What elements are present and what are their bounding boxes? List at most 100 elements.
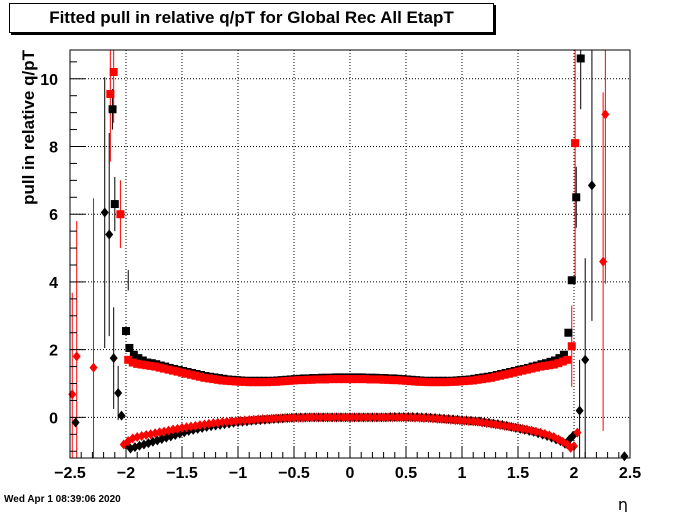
data-point-diamond	[587, 180, 596, 191]
data-point-diamond	[384, 412, 393, 423]
data-point-square	[116, 210, 125, 219]
data-point-square	[106, 90, 115, 99]
data-point-diamond	[114, 387, 123, 398]
data-point-diamond	[240, 415, 249, 426]
data-point-diamond	[72, 351, 81, 362]
data-point-diamond	[352, 412, 361, 423]
chart-title: Fitted pull in relative q/pT for Global …	[49, 8, 454, 27]
data-point-square	[339, 375, 348, 384]
data-point-square	[222, 376, 231, 385]
data-point-diamond	[410, 412, 419, 423]
data-point-square	[290, 376, 298, 385]
data-point-diamond	[402, 412, 410, 423]
data-point-diamond	[357, 412, 366, 423]
data-point-square	[419, 377, 428, 386]
x-tick-label: −0.5	[278, 465, 310, 482]
data-point-square	[125, 343, 134, 352]
data-point-diamond	[312, 412, 321, 423]
data-point-diamond	[276, 413, 285, 424]
data-point-square	[330, 375, 339, 384]
data-point-diamond	[272, 413, 281, 424]
data-point-diamond	[258, 414, 267, 425]
data-point-square	[559, 350, 568, 359]
data-point-diamond	[267, 413, 276, 424]
data-point-diamond	[455, 415, 464, 426]
x-tick-label: 2.5	[619, 465, 641, 482]
data-point-square	[169, 366, 178, 375]
data-point-square	[191, 371, 200, 380]
data-point-square	[128, 358, 137, 367]
timestamp: Wed Apr 1 08:39:06 2020	[4, 494, 121, 505]
data-point-square	[536, 362, 545, 371]
data-point-square	[357, 375, 366, 384]
data-point-square	[366, 375, 375, 384]
data-point-square	[316, 375, 325, 384]
data-point-square	[406, 377, 415, 386]
data-point-square	[267, 377, 276, 386]
data-point-diamond	[222, 416, 231, 427]
data-point-diamond	[601, 109, 610, 120]
data-point-diamond	[343, 412, 352, 423]
data-point-square	[155, 363, 164, 372]
data-point-square	[496, 371, 505, 380]
data-point-square	[549, 360, 558, 369]
data-point-square	[379, 375, 388, 384]
y-tick-label: 2	[49, 343, 58, 360]
data-point-square	[384, 375, 393, 384]
data-point-diamond	[451, 415, 460, 426]
data-point-diamond	[433, 413, 442, 424]
data-point-diamond	[294, 412, 303, 423]
data-point-square	[451, 377, 460, 386]
data-point-square	[231, 377, 240, 386]
data-point-diamond	[375, 412, 384, 423]
data-point-diamond	[464, 416, 473, 427]
data-point-square	[455, 377, 464, 386]
data-point-square	[129, 350, 138, 359]
data-point-diamond	[303, 412, 312, 423]
data-point-diamond	[231, 416, 240, 427]
data-point-diamond	[370, 412, 379, 423]
data-point-square	[571, 139, 580, 148]
data-point-diamond	[218, 417, 227, 428]
data-point-square	[218, 376, 227, 385]
y-tick-label: 6	[49, 207, 58, 224]
data-point-square	[531, 363, 540, 372]
data-point-square	[213, 375, 222, 384]
data-point-square	[402, 376, 410, 385]
data-point-diamond	[307, 412, 316, 423]
data-point-square	[370, 375, 379, 384]
data-point-square	[505, 369, 514, 378]
data-point-diamond	[209, 418, 218, 429]
data-point-square	[303, 375, 312, 384]
data-point-diamond	[599, 256, 608, 267]
data-point-square	[482, 374, 491, 383]
x-tick-label: 2	[570, 465, 579, 482]
data-point-square	[109, 68, 118, 77]
data-point-square	[424, 378, 433, 387]
data-point-square	[204, 374, 213, 383]
data-point-square	[173, 367, 182, 376]
data-point-square	[563, 355, 572, 364]
data-point-square	[249, 378, 258, 387]
data-point-diamond	[366, 412, 375, 423]
data-point-square	[133, 359, 142, 368]
data-point-diamond	[348, 412, 357, 423]
data-point-diamond	[254, 414, 263, 425]
data-point-diamond	[424, 413, 433, 424]
data-point-square	[545, 361, 554, 370]
data-point-diamond	[388, 412, 397, 423]
data-point-diamond	[415, 412, 424, 423]
data-point-diamond	[581, 354, 590, 365]
data-point-square	[334, 375, 343, 384]
x-tick-label: −2.5	[54, 465, 86, 482]
data-point-square	[186, 370, 195, 379]
data-point-diamond	[573, 427, 582, 438]
data-point-square	[487, 373, 496, 382]
data-point-square	[254, 378, 263, 387]
data-point-diamond	[109, 353, 118, 364]
y-tick-label: 4	[49, 275, 58, 292]
data-point-diamond	[361, 412, 370, 423]
data-point-square	[325, 375, 334, 384]
data-point-diamond	[339, 412, 348, 423]
data-point-square	[460, 377, 469, 386]
